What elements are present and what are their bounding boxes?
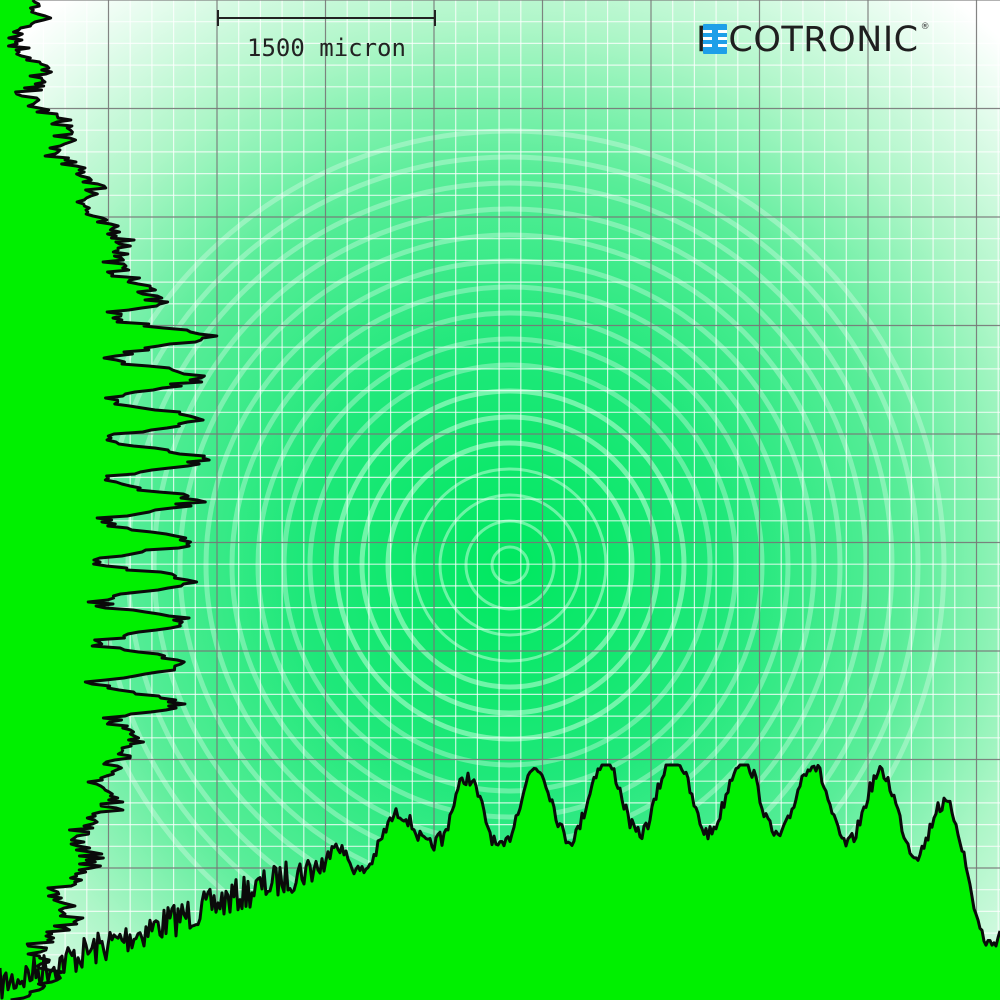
diffraction-ring (359, 414, 661, 716)
diffraction-ring (385, 440, 635, 690)
horizontal-profile-curve (0, 763, 1000, 1000)
diffraction-ring (412, 467, 608, 663)
brand-name: PICOTRONIC (696, 20, 919, 60)
vertical-profile-fill (0, 0, 217, 1000)
diffraction-ring (438, 493, 582, 637)
chip-icon (703, 24, 727, 54)
brand-logo: PICOTRONIC ® (696, 20, 930, 60)
diffraction-ring (490, 545, 530, 585)
horizontal-profile-fill (0, 765, 1000, 1000)
diffraction-ring (255, 310, 765, 820)
diffraction-ring (281, 336, 739, 794)
registered-mark: ® (920, 22, 930, 32)
scale-bar-label: 1500 micron (247, 34, 406, 62)
diffraction-ring (307, 362, 713, 768)
vertical-profile-curve (7, 0, 219, 1000)
scale-bar (217, 10, 436, 26)
